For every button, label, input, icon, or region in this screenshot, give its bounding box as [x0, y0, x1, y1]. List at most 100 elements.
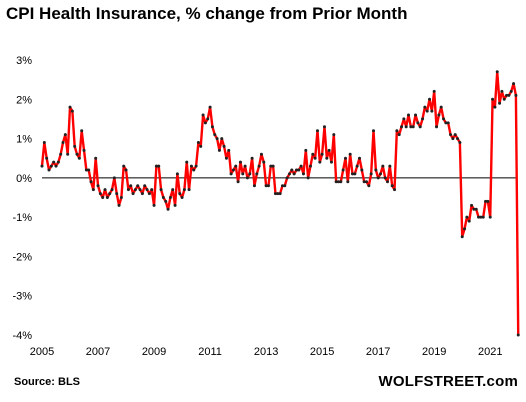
data-point — [388, 164, 392, 168]
data-point — [215, 137, 219, 141]
data-point — [477, 215, 481, 219]
data-point — [355, 164, 359, 168]
data-point — [143, 184, 147, 188]
x-tick-label: 2021 — [478, 346, 502, 358]
data-point — [238, 160, 242, 164]
data-point — [63, 133, 67, 137]
data-point — [152, 203, 156, 207]
data-point — [262, 160, 266, 164]
data-point — [61, 141, 65, 144]
data-point — [115, 192, 119, 196]
data-point — [82, 148, 86, 152]
data-point — [54, 164, 58, 168]
data-point — [453, 133, 457, 137]
data-point — [264, 184, 268, 188]
data-point — [411, 125, 415, 129]
data-point — [73, 144, 77, 148]
data-point — [222, 144, 226, 148]
data-point — [357, 156, 361, 160]
x-tick-label: 2007 — [86, 346, 110, 358]
x-tick-label: 2005 — [30, 346, 54, 358]
data-point — [339, 180, 343, 184]
data-point — [157, 164, 161, 168]
data-point — [292, 172, 296, 176]
data-point — [311, 152, 315, 156]
data-point — [122, 164, 126, 168]
data-point — [180, 196, 184, 199]
data-point — [255, 172, 259, 176]
data-point — [367, 184, 371, 188]
data-point — [271, 164, 275, 168]
data-point — [259, 152, 263, 156]
data-point — [206, 117, 210, 121]
data-point — [236, 180, 240, 184]
data-point — [463, 227, 467, 231]
data-point — [313, 156, 317, 160]
data-point — [182, 188, 186, 192]
data-point — [124, 168, 128, 172]
data-point — [467, 219, 471, 223]
data-point — [159, 188, 163, 192]
data-point — [430, 109, 434, 113]
data-point — [500, 89, 504, 93]
data-point — [248, 172, 252, 176]
data-point — [234, 164, 238, 168]
data-point — [325, 156, 329, 160]
data-point — [346, 180, 350, 184]
data-point — [423, 105, 427, 109]
data-point — [379, 172, 382, 176]
data-point — [250, 156, 254, 160]
data-point — [185, 160, 189, 164]
data-point — [360, 168, 364, 172]
data-point — [294, 168, 298, 172]
data-point — [409, 125, 413, 129]
data-point — [91, 188, 95, 192]
data-point — [189, 164, 193, 168]
y-tick-label: -3% — [12, 291, 32, 303]
data-point — [505, 93, 509, 97]
data-point — [306, 176, 310, 180]
data-point — [336, 180, 340, 184]
data-point — [245, 176, 249, 180]
data-point — [56, 160, 60, 164]
data-point — [343, 156, 347, 160]
data-point — [196, 141, 200, 144]
data-point — [425, 109, 429, 113]
data-point — [283, 184, 287, 188]
data-point — [140, 192, 144, 196]
x-tick-label: 2019 — [422, 346, 446, 358]
data-point — [287, 172, 291, 176]
data-point — [486, 199, 490, 203]
data-point — [224, 156, 228, 160]
data-point — [252, 184, 256, 188]
data-point — [315, 129, 319, 133]
data-point — [199, 144, 203, 148]
data-point — [112, 176, 116, 180]
data-point — [365, 180, 368, 184]
data-point — [201, 113, 205, 117]
data-point — [87, 168, 91, 172]
data-point — [362, 180, 366, 184]
data-point — [297, 168, 301, 172]
data-point — [470, 203, 474, 207]
data-point — [70, 109, 74, 113]
data-point — [98, 192, 102, 196]
data-point — [241, 172, 245, 176]
data-point — [96, 184, 100, 188]
data-point — [278, 192, 282, 196]
data-point — [381, 164, 385, 168]
data-point — [376, 176, 380, 180]
data-point — [498, 101, 502, 105]
data-point — [168, 196, 172, 199]
data-point — [210, 125, 214, 129]
data-point — [507, 93, 511, 97]
data-point — [145, 188, 149, 192]
data-point — [45, 156, 49, 160]
data-point — [266, 184, 270, 188]
y-axis: 3% 2% 1% 0% -1% -2% -3% -4% — [12, 55, 32, 342]
data-point — [402, 117, 406, 121]
data-point — [110, 188, 114, 192]
data-point — [75, 152, 79, 156]
x-tick-label: 2013 — [254, 346, 278, 358]
series-group — [40, 70, 520, 336]
